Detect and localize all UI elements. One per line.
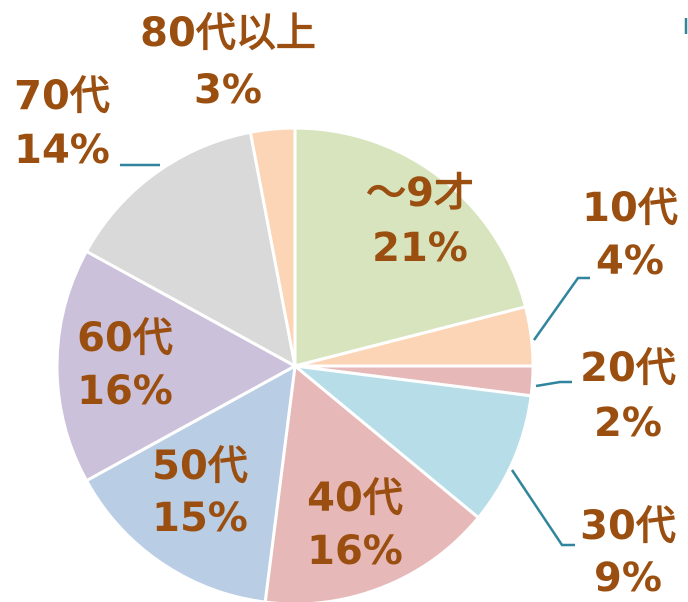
pie-slice — [84, 130, 298, 369]
slice-label: 80代以上 — [140, 10, 316, 56]
pie — [55, 126, 535, 602]
leader-lines — [120, 18, 688, 547]
slice-label: 30代 — [580, 503, 676, 549]
slice-label: 70代 — [14, 73, 110, 119]
leader-line — [510, 469, 575, 547]
slice-label: 60代 — [77, 315, 173, 361]
pie-slice — [293, 126, 528, 368]
pie-slice — [263, 363, 481, 602]
pie-slice — [290, 363, 533, 520]
slice-label: 10代 — [582, 185, 678, 231]
slice-label: 20代 — [580, 345, 676, 391]
slice-label: 50代 — [152, 443, 248, 489]
value-label: 2% — [594, 400, 662, 446]
leader-line — [532, 276, 590, 341]
value-label: 15% — [152, 495, 248, 541]
slice-label: 40代 — [307, 475, 403, 521]
value-label: 21% — [372, 225, 468, 271]
pie-slice — [248, 126, 297, 367]
leader-line — [535, 380, 572, 388]
value-label: 16% — [307, 528, 403, 574]
value-label: 4% — [596, 238, 664, 284]
value-label: 9% — [594, 555, 662, 601]
value-label: 3% — [194, 67, 262, 113]
pie-slice — [55, 249, 299, 483]
pie-slice — [84, 363, 297, 602]
value-label: 14% — [14, 127, 110, 173]
slice-label: ～9才 — [366, 170, 474, 216]
value-label: 16% — [77, 368, 173, 414]
